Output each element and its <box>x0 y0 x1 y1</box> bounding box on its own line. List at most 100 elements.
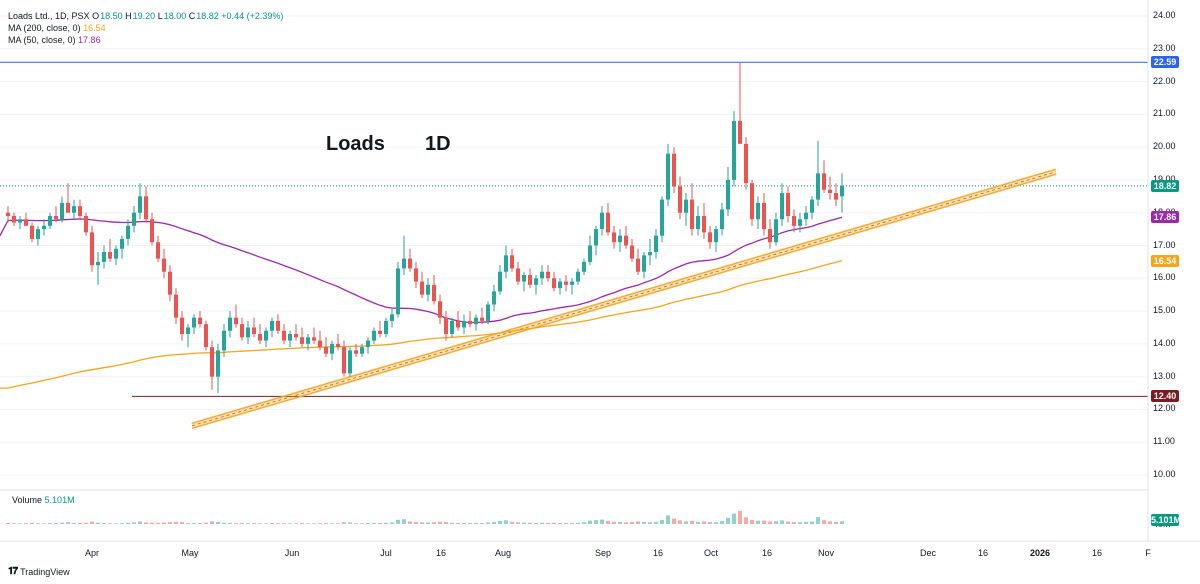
volume-bar <box>672 518 676 524</box>
volume-bar <box>396 519 400 524</box>
candle <box>384 317 388 338</box>
price-tick-label: 11.00 <box>1153 436 1175 447</box>
candle-body <box>456 320 460 328</box>
volume-bar <box>276 523 280 524</box>
candle-body <box>276 320 280 331</box>
volume-bar <box>204 522 208 524</box>
volume-bar <box>324 523 328 524</box>
candle-body <box>192 317 196 328</box>
candle <box>774 212 778 246</box>
candle-body <box>720 209 724 230</box>
volume-legend[interactable]: Volume 5.101M <box>12 495 75 505</box>
candle <box>252 317 256 338</box>
candle <box>42 219 46 236</box>
volume-bar <box>534 522 538 524</box>
support-price-label: 12.40 <box>1151 390 1179 403</box>
candle-body <box>462 320 466 328</box>
volume-bar <box>252 523 256 524</box>
candle-body <box>234 317 238 325</box>
candle-body <box>474 317 478 325</box>
candle-body <box>576 271 580 282</box>
candle-body <box>372 330 376 341</box>
volume-bar <box>312 523 316 524</box>
time-tick-label: Apr <box>84 548 100 558</box>
volume-bar <box>462 522 466 524</box>
volume-bar <box>576 522 580 524</box>
volume-bar <box>690 520 694 524</box>
candle-body <box>840 185 844 197</box>
candle-body <box>228 317 232 331</box>
candle <box>174 288 178 325</box>
volume-bar <box>768 521 772 524</box>
volume-bar <box>72 523 76 524</box>
volume-bar <box>258 523 262 524</box>
volume-bar <box>402 519 406 524</box>
candle-body <box>150 219 154 243</box>
close-value: 18.82 <box>196 11 219 21</box>
candle-body <box>708 232 712 243</box>
candle <box>366 337 370 354</box>
volume-bar <box>762 520 766 524</box>
candle-body <box>288 334 292 341</box>
volume-bar <box>678 520 682 524</box>
volume-bar <box>222 522 226 524</box>
volume-bar <box>114 523 118 524</box>
candle-body <box>330 343 334 354</box>
candle <box>492 284 496 312</box>
candle <box>558 278 562 295</box>
volume-bar <box>624 522 628 524</box>
trendline-center <box>191 171 1057 427</box>
volume-bar <box>480 523 484 524</box>
high-value: 19.20 <box>132 11 156 21</box>
ma50-legend[interactable]: MA (50, close, 0) 17.86 <box>8 35 101 45</box>
candle-body <box>630 245 634 259</box>
candle-body <box>264 330 268 341</box>
price-tick-label: 23.00 <box>1153 42 1176 53</box>
volume-bar <box>300 523 304 524</box>
volume-bar <box>126 522 130 524</box>
candle <box>714 225 718 253</box>
candle <box>120 235 124 259</box>
candle-body <box>828 189 832 194</box>
candle <box>66 183 70 213</box>
volume-bar <box>66 522 70 524</box>
candle-body <box>204 324 208 348</box>
candle <box>234 304 238 328</box>
tradingview-brand[interactable]: 𝟏𝟕 TradingView <box>8 566 70 577</box>
volume-bar <box>726 517 730 524</box>
candle-body <box>162 258 166 272</box>
annotation-timeframe: 1D <box>425 133 451 155</box>
time-tick-label: Jun <box>284 548 300 558</box>
candle <box>624 225 628 249</box>
candle <box>294 324 298 341</box>
volume-bar <box>138 521 142 524</box>
candle-body <box>672 153 676 187</box>
candle <box>342 340 346 377</box>
price-tick-label: 10.00 <box>1153 469 1176 479</box>
candle <box>168 265 172 302</box>
candle <box>486 301 490 325</box>
candle-body <box>552 278 556 289</box>
candle-body <box>528 275 532 285</box>
ma200-legend[interactable]: MA (200, close, 0) 16.54 <box>8 23 106 33</box>
candle-body <box>780 193 784 220</box>
candle-body <box>120 238 124 249</box>
symbol-name: Loads Ltd., 1D, PSX <box>8 11 90 21</box>
candle <box>354 343 358 357</box>
candle-body <box>366 340 370 348</box>
volume-bar <box>696 521 700 524</box>
candle <box>438 294 442 325</box>
candle <box>834 183 838 207</box>
volume-bar <box>804 521 808 524</box>
candle-body <box>486 304 490 321</box>
volume-bar <box>450 522 454 524</box>
candle-body <box>468 320 472 325</box>
candle-body <box>444 317 448 335</box>
volume-bars <box>6 510 844 524</box>
candle <box>414 261 418 289</box>
price-tick-label: 15.00 <box>1153 305 1176 316</box>
price-tick-label: 12.00 <box>1153 403 1176 414</box>
candle-body <box>540 271 544 279</box>
time-tick-label: 16 <box>652 548 664 558</box>
